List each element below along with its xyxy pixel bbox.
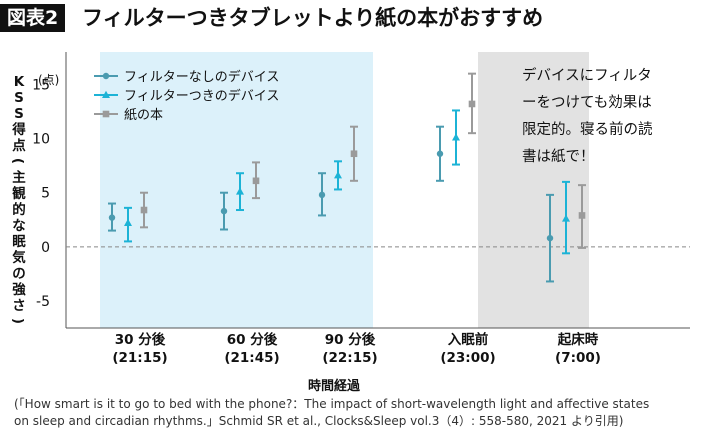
x-tick-label: (7:00)	[555, 350, 601, 366]
chart: -5 0 5 10 15 30 分後 (21:15) 60 分後 (21:45) 90 分後 (2…	[10, 52, 690, 394]
x-tick-label: (21:45)	[224, 350, 279, 366]
y-axis-label-char: 点	[12, 137, 26, 154]
x-tick-label: 入眠前	[448, 331, 489, 348]
y-axis-label-char: 観	[12, 185, 26, 202]
annotation-line: 書は紙で！	[522, 148, 595, 165]
data-point	[220, 207, 228, 215]
y-tick-label: 10	[32, 132, 50, 148]
y-axis-label-char: )	[10, 318, 26, 324]
annotation-line: ーをつけても効果は	[522, 94, 652, 111]
shaded-region-night	[478, 52, 589, 328]
x-tick-label: 30 分後	[115, 331, 166, 348]
x-tick-label: (23:00)	[440, 350, 495, 366]
data-point	[468, 100, 476, 108]
data-point	[318, 191, 326, 199]
y-axis-label-char: (	[10, 158, 26, 164]
source-line-1: (「How smart is it to go to bed with the …	[14, 397, 650, 411]
x-tick-label: (22:15)	[322, 350, 377, 366]
x-tick-label: 起床時	[557, 331, 599, 348]
y-axis-label-char: 眠	[12, 234, 26, 250]
y-axis-label-char: 気	[12, 249, 26, 266]
y-tick-labels: -5 0 5 10 15	[32, 77, 50, 309]
y-tick-label: 0	[41, 240, 50, 256]
y-axis-label-char: S	[14, 106, 24, 122]
y-axis-label-char: な	[12, 218, 26, 234]
y-axis-label-char: さ	[12, 298, 26, 314]
y-axis-label-char: K	[14, 74, 25, 90]
data-point	[334, 171, 342, 179]
figure-number-badge: 図表2	[0, 4, 66, 32]
source-citation: (「How smart is it to go to bed with the …	[14, 396, 704, 430]
x-tick-labels: 30 分後 (21:15) 60 分後 (21:45) 90 分後 (22:15) 入眠前 (…	[112, 331, 601, 366]
y-axis-unit: (点)	[38, 73, 59, 87]
y-axis-label-char: の	[12, 266, 26, 282]
y-tick-label: 15	[32, 77, 50, 93]
legend-label: フィルターなしのデバイス	[124, 69, 279, 85]
data-point	[252, 177, 260, 185]
legend-marker	[102, 110, 110, 118]
data-marks	[108, 72, 586, 283]
x-axis-label: 時間経過	[308, 378, 361, 394]
data-point	[350, 150, 358, 158]
data-point	[124, 218, 132, 227]
y-axis-label-char: 得	[11, 121, 26, 138]
data-point	[436, 150, 444, 157]
data-point	[562, 214, 570, 222]
x-tick-label: (21:15)	[112, 350, 167, 366]
legend-label: 紙の本	[124, 108, 163, 123]
annotation-line: デバイスにフィルタ	[522, 66, 652, 84]
y-axis-label-char: S	[14, 90, 24, 106]
data-point	[236, 187, 244, 195]
annotation-line: 限定的。寝る前の読	[522, 120, 653, 138]
y-axis-label-char: 強	[12, 281, 26, 298]
x-tick-label: 60 分後	[227, 331, 278, 348]
legend-marker	[102, 90, 110, 98]
y-tick-label: 5	[41, 186, 50, 202]
y-axis-label-char: 的	[12, 201, 26, 218]
source-line-2: on sleep and circadian rhythms.」Schmid S…	[14, 414, 624, 428]
data-point	[108, 214, 116, 221]
y-tick-label: -5	[36, 294, 50, 310]
figure-header: 図表2 フィルターつきタブレットより紙の本がおすすめ	[0, 0, 710, 34]
data-point	[452, 133, 460, 141]
data-point	[140, 206, 148, 214]
data-point	[578, 212, 586, 219]
legend-label: フィルターつきのデバイス	[124, 88, 279, 104]
x-tick-label: 90 分後	[325, 331, 376, 348]
y-axis-label-char: 主	[12, 169, 26, 186]
figure-title: フィルターつきタブレットより紙の本がおすすめ	[82, 6, 544, 30]
data-point	[546, 234, 554, 242]
legend-marker	[102, 72, 110, 80]
shaded-region-evening	[100, 52, 373, 328]
